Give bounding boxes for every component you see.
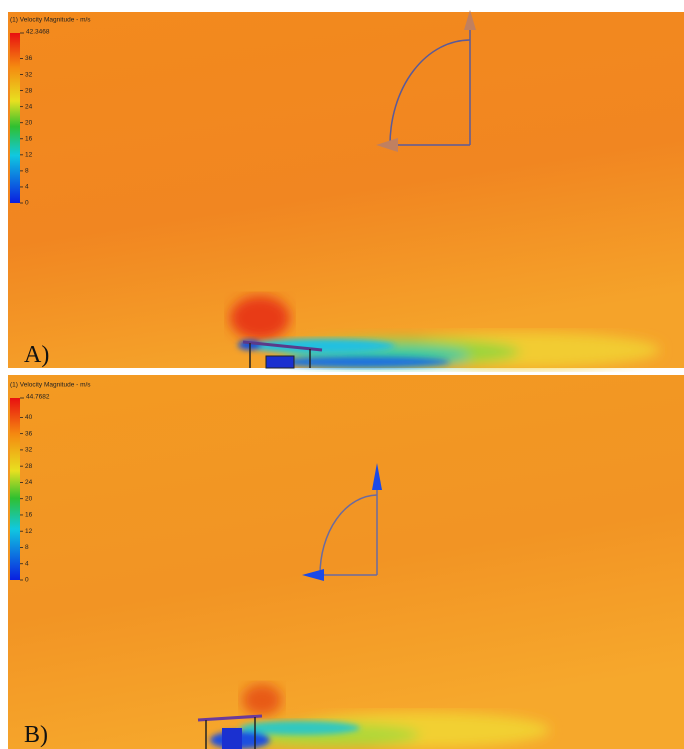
legend-tick-label: 4: [25, 560, 29, 567]
legend-tick-label: 4: [25, 184, 29, 191]
legend-tick-label: 24: [25, 479, 33, 486]
legend-tick-label: 32: [25, 71, 33, 78]
legend-tick-label: 20: [25, 119, 33, 126]
legend-tick-label: 8: [25, 168, 29, 175]
colorbar: [10, 33, 20, 203]
panel-label: B): [24, 722, 48, 748]
legend-tick-label: 32: [25, 447, 33, 454]
legend-title: (1) Velocity Magnitude - m/s: [10, 17, 91, 24]
legend-tick-label: 24: [25, 103, 33, 110]
box: [222, 728, 242, 749]
high-velocity-zone: [242, 684, 282, 716]
legend-tick-label: 20: [25, 495, 33, 502]
legend-tick-label: 36: [25, 55, 33, 62]
legend-tick-label: 12: [25, 152, 33, 159]
legend-max: 44.7682: [26, 394, 50, 401]
legend-tick-label: 36: [25, 430, 33, 437]
panel-b: B): [8, 375, 684, 749]
legend-tick-label: 28: [25, 87, 33, 94]
high-velocity-zone: [230, 296, 290, 340]
legend-max: 42.3468: [26, 29, 50, 36]
legend-tick-label: 16: [25, 135, 33, 142]
colorbar: [10, 398, 20, 580]
legend-tick-label: 28: [25, 463, 33, 470]
legend-title: (1) Velocity Magnitude - m/s: [10, 382, 91, 389]
legend-tick-label: 12: [25, 528, 33, 535]
panel-a: A): [8, 10, 684, 368]
legend-tick-label: 8: [25, 544, 29, 551]
panel-label: A): [24, 342, 49, 368]
legend-tick-label: 0: [25, 200, 29, 207]
legend-tick-label: 40: [25, 414, 33, 421]
flow-field: [8, 12, 684, 368]
figure: A) B) (1) Velocity Magnitude - m/s 42.346…: [0, 0, 684, 749]
flow-field: [8, 375, 684, 749]
box: [266, 356, 294, 368]
legend-tick-label: 16: [25, 512, 33, 519]
legend-tick-label: 0: [25, 577, 29, 584]
